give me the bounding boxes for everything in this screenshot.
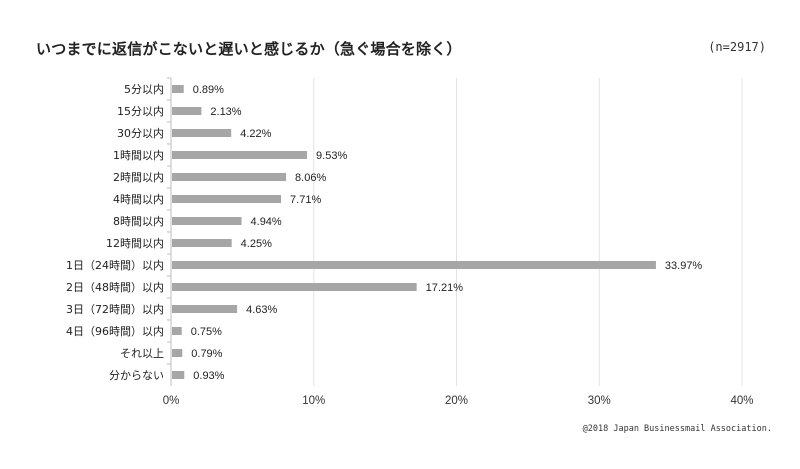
bar	[172, 371, 185, 379]
data-label: 2.13%	[210, 106, 241, 118]
data-label: 9.53%	[316, 150, 347, 162]
data-label: 4.22%	[240, 128, 271, 140]
chart-title: いつまでに返信がこないと遅いと感じるか（急ぐ場合を除く）	[36, 40, 462, 58]
data-label: 0.89%	[193, 84, 224, 96]
category-label: それ以上	[120, 347, 164, 360]
x-tick-label: 10%	[302, 395, 325, 407]
data-label: 0.75%	[191, 326, 222, 338]
bar	[172, 283, 417, 291]
bar	[172, 195, 282, 203]
x-tick-label: 40%	[730, 395, 753, 407]
bar	[172, 217, 242, 225]
data-label: 33.97%	[665, 260, 703, 272]
bar	[172, 327, 182, 335]
bar	[172, 261, 656, 269]
data-label: 8.06%	[295, 172, 326, 184]
bar	[172, 173, 287, 181]
category-label: 15分以内	[117, 104, 164, 118]
data-label: 0.93%	[193, 370, 224, 382]
data-label: 4.25%	[241, 238, 272, 250]
data-label: 4.94%	[251, 216, 282, 228]
category-label: 1日（24時間）以内	[66, 258, 164, 272]
data-label: 7.71%	[290, 194, 321, 206]
category-label: 8時間以内	[113, 214, 164, 228]
x-tick-label: 30%	[588, 395, 611, 407]
bar	[172, 151, 308, 159]
category-label: 分からない	[109, 369, 164, 382]
category-label: 4時間以内	[113, 192, 164, 206]
category-label: 12時間以内	[106, 236, 164, 250]
bar	[172, 239, 232, 247]
bar	[172, 129, 232, 137]
category-label: 3日（72時間）以内	[66, 302, 164, 316]
bar	[172, 305, 238, 313]
category-label: 2時間以内	[113, 170, 164, 184]
category-label: 5分以内	[124, 82, 164, 96]
data-label: 0.79%	[191, 348, 222, 360]
copyright-notice: @2018 Japan Businessmail Association.	[582, 424, 772, 434]
bar	[172, 107, 202, 115]
category-label: 30分以内	[117, 126, 164, 140]
category-label: 4日（96時間）以内	[66, 324, 164, 338]
data-label: 4.63%	[246, 304, 277, 316]
bar	[172, 85, 184, 93]
x-tick-label: 20%	[445, 395, 468, 407]
bar	[172, 349, 183, 357]
category-label: 1時間以内	[113, 148, 164, 162]
category-label: 2日（48時間）以内	[66, 280, 164, 294]
sample-size-label: (n=2917)	[708, 40, 766, 54]
x-tick-label: 0%	[163, 395, 180, 407]
data-label: 17.21%	[426, 282, 464, 294]
